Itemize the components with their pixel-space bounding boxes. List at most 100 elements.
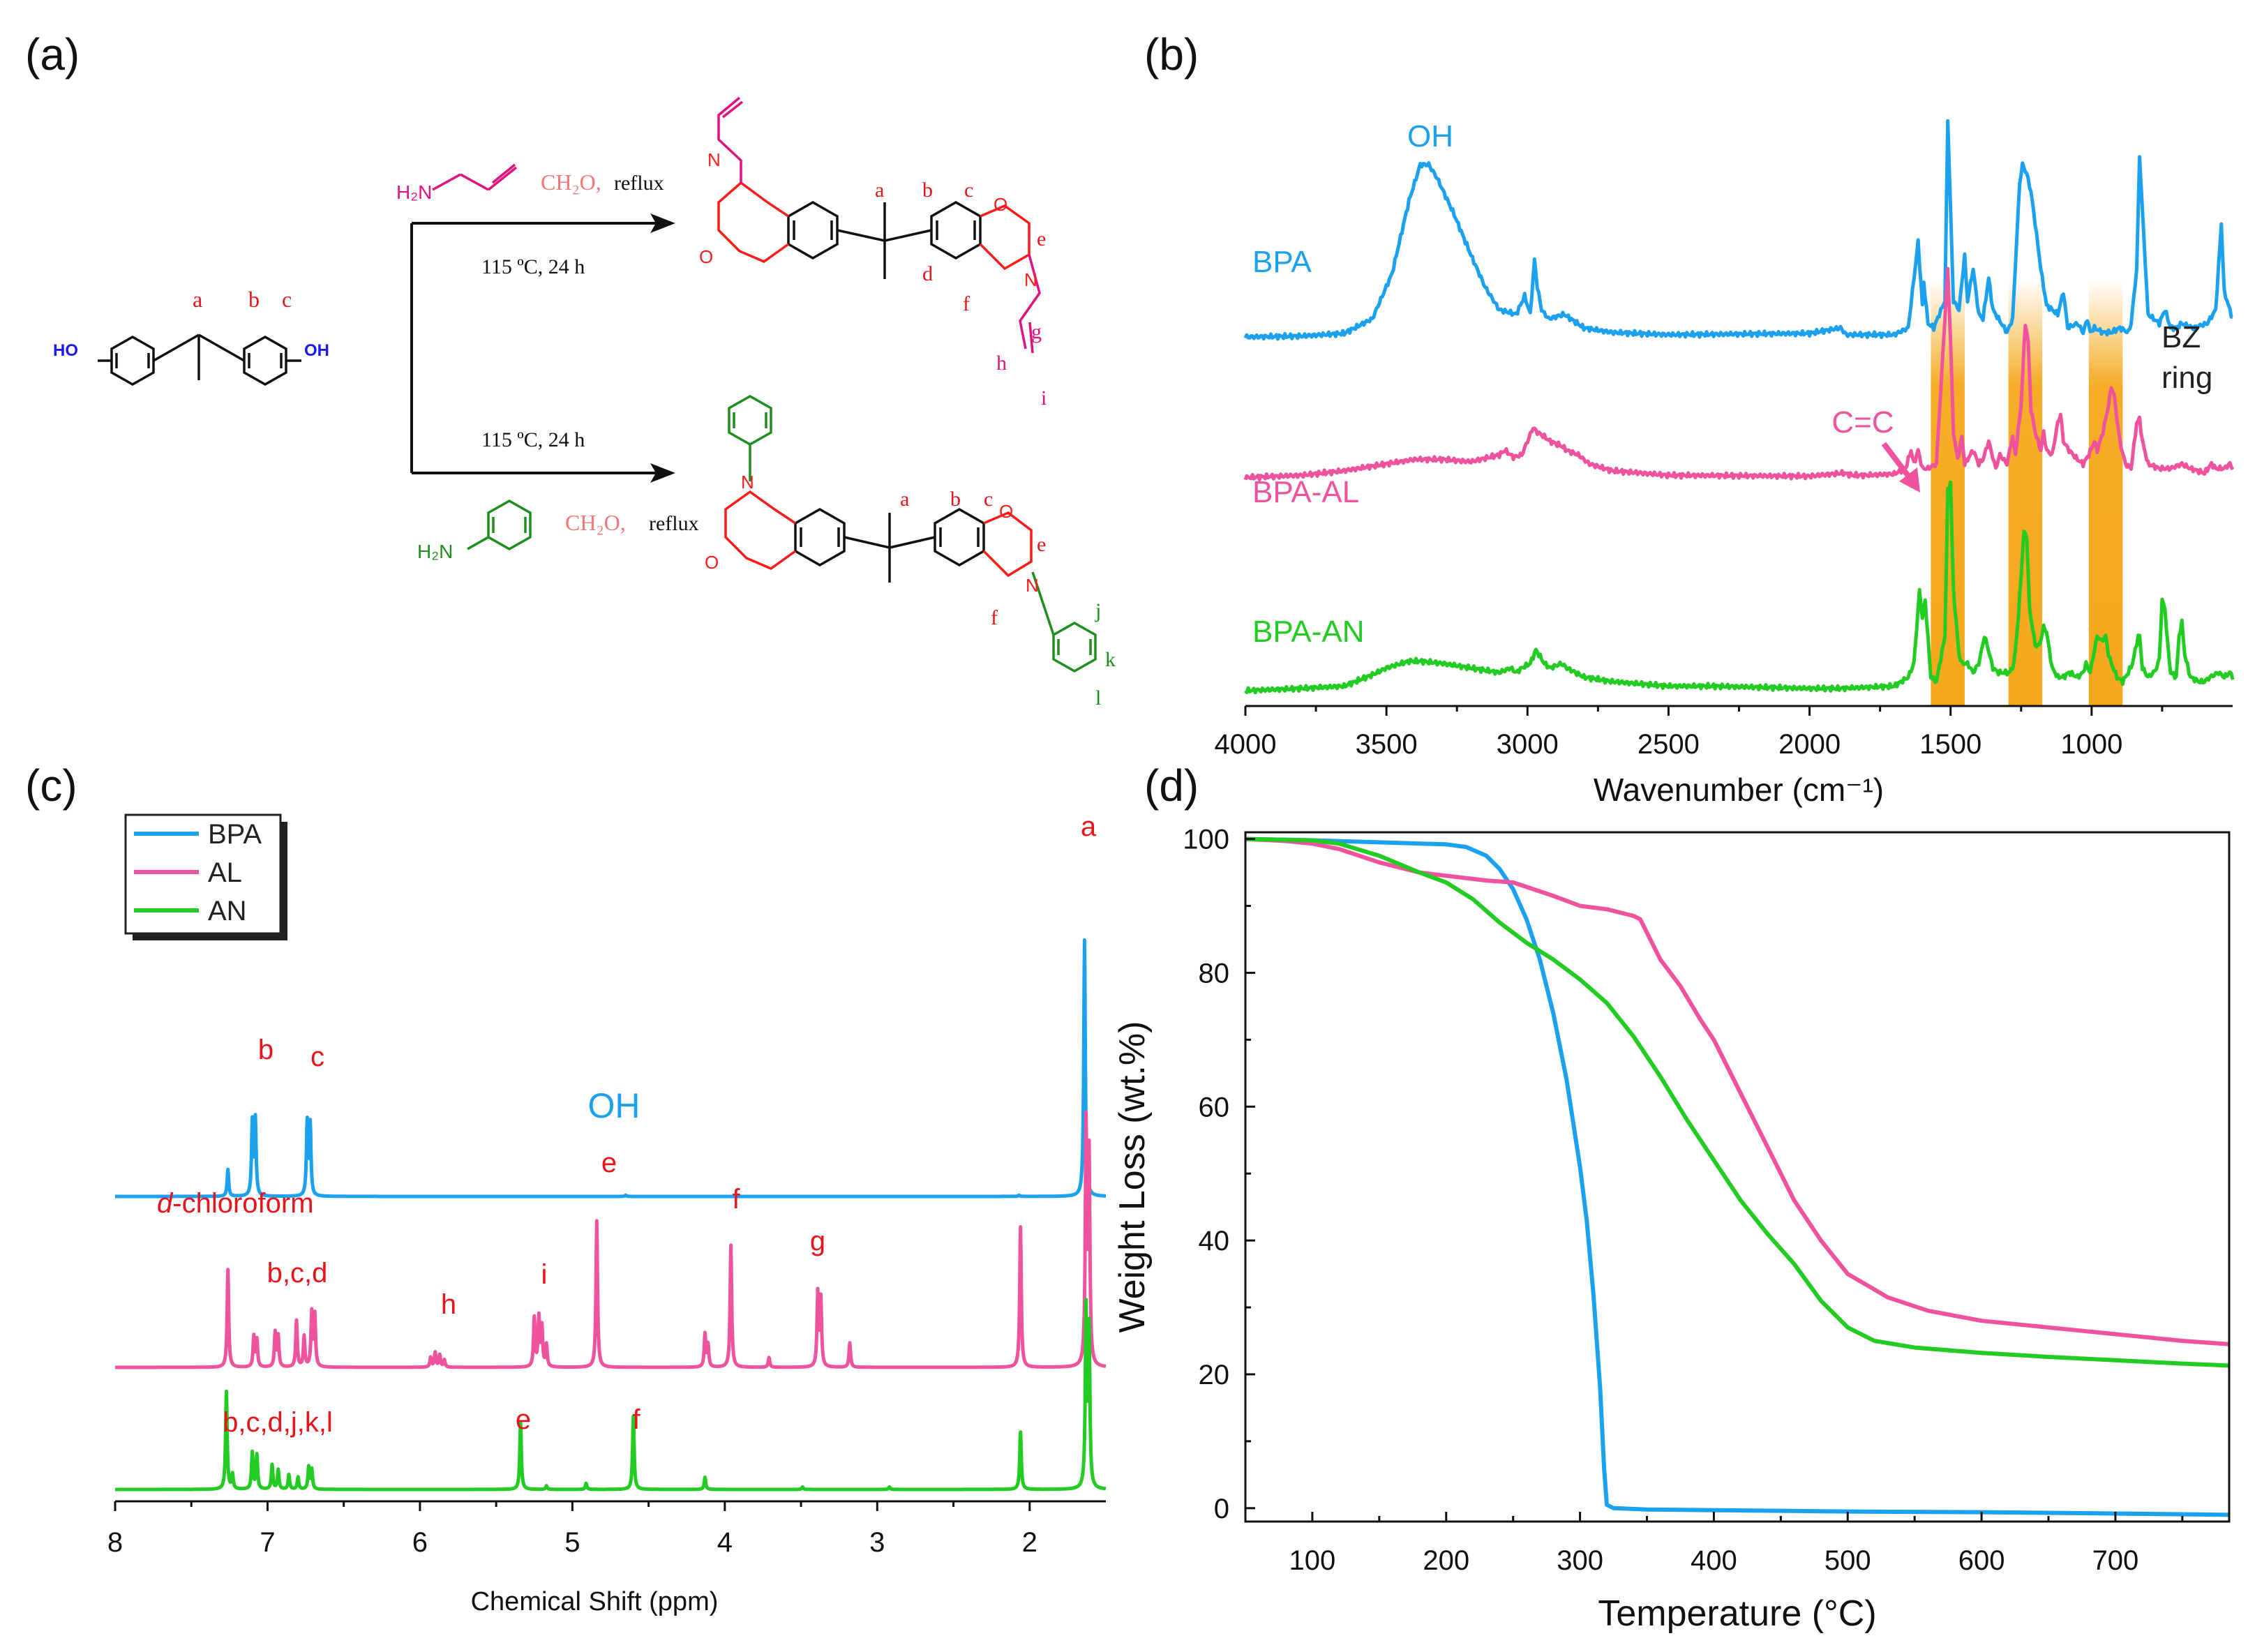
nmr-label-b: b bbox=[258, 1035, 273, 1065]
nmr-x-tick-label: 5 bbox=[564, 1527, 580, 1558]
bpa-an-locant-c: c bbox=[984, 488, 993, 511]
bpa-al-locant-h: h bbox=[996, 352, 1007, 375]
aniline-amine: H₂N bbox=[417, 541, 453, 562]
conditions-top: 115 ºC, 24 h bbox=[481, 255, 585, 278]
bpa-al-locant-g: g bbox=[1031, 320, 1042, 343]
arrow-head-top bbox=[650, 213, 675, 233]
bpa-an-locant-e: e bbox=[1037, 533, 1046, 556]
nmr-x-tick-label: 2 bbox=[1022, 1527, 1037, 1558]
tga-y-tick-label: 80 bbox=[1199, 958, 1230, 989]
nmr-label-f-al: f bbox=[732, 1184, 740, 1215]
ftir-annotation-cc-arrow bbox=[1881, 442, 1913, 481]
ftir-annotation-oh: OH bbox=[1407, 119, 1453, 153]
bpa-an-locant-k: k bbox=[1105, 648, 1116, 671]
nmr-label-i: i bbox=[541, 1259, 548, 1290]
tga-x-tick-label: 500 bbox=[1824, 1545, 1871, 1576]
nmr-label-chloroform-name: -chloroform bbox=[172, 1188, 313, 1219]
nmr-label-bcdjkl: b,c,d,j,k,l bbox=[223, 1407, 333, 1438]
panel-a-reaction-scheme: (a) HO OH a b c bbox=[25, 29, 1116, 709]
nmr-label-a: a bbox=[1081, 811, 1097, 842]
nmr-label-f-an: f bbox=[632, 1404, 640, 1435]
bpa-al-atom-n-left: N bbox=[707, 149, 721, 170]
panel-b-label: (b) bbox=[1144, 29, 1199, 80]
ftir-series-bpa bbox=[1243, 119, 2233, 341]
bpa-an-locant-f: f bbox=[991, 606, 998, 629]
nmr-x-tick-label: 8 bbox=[107, 1527, 123, 1558]
tga-series-bpa-al bbox=[1245, 836, 2230, 1346]
reflux-bottom: reflux bbox=[649, 512, 699, 535]
allylamine-amine: H₂N bbox=[396, 181, 432, 203]
nmr-label-chloroform-d: d bbox=[157, 1188, 174, 1219]
nmr-label-chloroform: d-chloroform bbox=[157, 1188, 314, 1219]
bpa-hydroxyl-left: HO bbox=[53, 341, 78, 360]
nmr-legend: BPA AL AN bbox=[124, 813, 287, 940]
nmr-label-e-an: e bbox=[516, 1404, 531, 1435]
reaction-arrows bbox=[410, 222, 656, 474]
tga-y-tick-label: 20 bbox=[1199, 1360, 1230, 1390]
ftir-annotation-cc-arrowhead bbox=[1899, 467, 1920, 493]
tga-x-tick-label: 700 bbox=[2092, 1545, 2139, 1576]
bpa-locant-c: c bbox=[282, 287, 292, 312]
ftir-series-bpa-al bbox=[1243, 266, 2235, 482]
bpa-an-locant-l: l bbox=[1095, 686, 1101, 709]
bpa-hydroxyl-right: OH bbox=[304, 341, 329, 360]
ftir-x-tick-label: 3000 bbox=[1497, 729, 1559, 760]
ftir-x-tick-label: 2000 bbox=[1778, 729, 1841, 760]
bpa-an-locant-b: b bbox=[950, 488, 961, 511]
bpa-an-locant-j: j bbox=[1095, 599, 1101, 622]
bpa-al-atom-o-left: O bbox=[699, 246, 713, 267]
ftir-x-tick-label: 1000 bbox=[2060, 729, 2122, 760]
tga-x-tick-label: 400 bbox=[1691, 1545, 1737, 1576]
nmr-x-tick-label: 3 bbox=[869, 1527, 885, 1558]
bpa-an-locant-a: a bbox=[900, 488, 909, 511]
ftir-series-label-bpa: BPA bbox=[1252, 245, 1312, 279]
ftir-x-tick-label: 1500 bbox=[1919, 729, 1981, 760]
bpa-al-locant-i: i bbox=[1041, 386, 1047, 410]
tga-plot-frame bbox=[1244, 831, 2231, 1523]
bpa-an-atom-n-left: N bbox=[741, 472, 754, 493]
bpa-al-locant-b: b bbox=[922, 179, 933, 202]
bpa-al-atom-o-right: O bbox=[994, 194, 1007, 215]
conditions-bottom: 115 ºC, 24 h bbox=[481, 428, 585, 451]
reflux-top: reflux bbox=[614, 172, 664, 195]
ftir-x-tick-label: 3500 bbox=[1356, 729, 1418, 760]
panel-d-tga-chart: (d) 100 200 300 400 500 600 700 0 20 40 60 80 100 Te… bbox=[1112, 760, 2231, 1634]
nmr-series-an bbox=[114, 1298, 1107, 1492]
tga-y-axis-title: Weight Loss (wt.%) bbox=[1112, 1021, 1153, 1333]
bpa-an-atom-o-right: O bbox=[999, 501, 1013, 522]
tga-x-tick-label: 600 bbox=[1958, 1545, 2005, 1576]
tga-x-tick-label: 300 bbox=[1557, 1545, 1603, 1576]
bpa-al-locant-c: c bbox=[964, 179, 973, 202]
nmr-legend-label-bpa: BPA bbox=[208, 819, 262, 850]
ftir-x-axis-title: Wavenumber (cm⁻¹) bbox=[1594, 772, 1884, 808]
nmr-x-tick-label: 7 bbox=[260, 1527, 275, 1558]
formaldehyde-top: CH₂O, bbox=[541, 170, 601, 195]
bisphenol-a-structure bbox=[98, 333, 301, 386]
ftir-annotation-ring: ring bbox=[2161, 361, 2212, 395]
panel-c-nmr-chart: (c) BPA AL AN 8 7 6 5 4 3 2 Chemical Shift (pp… bbox=[25, 760, 1107, 1616]
nmr-x-axis-title: Chemical Shift (ppm) bbox=[471, 1587, 719, 1616]
bpa-al-structure bbox=[717, 96, 1041, 354]
bpa-al-locant-f: f bbox=[963, 292, 970, 315]
bpa-al-atom-n-right: N bbox=[1024, 269, 1037, 290]
bpa-al-locant-e: e bbox=[1037, 227, 1046, 250]
bpa-al-locant-a: a bbox=[875, 179, 884, 202]
nmr-series-bpa bbox=[114, 938, 1107, 1199]
panel-c-label: (c) bbox=[25, 760, 77, 811]
tga-y-tick-label: 60 bbox=[1199, 1092, 1230, 1122]
formaldehyde-bottom: CH₂O, bbox=[565, 510, 626, 535]
bpa-al-locant-d: d bbox=[922, 262, 933, 285]
nmr-label-c: c bbox=[310, 1042, 324, 1072]
nmr-label-oh: OH bbox=[588, 1086, 640, 1125]
bpa-locant-b: b bbox=[248, 287, 260, 312]
tga-series-bpa-an bbox=[1245, 836, 2230, 1368]
bpa-an-atom-o-left: O bbox=[705, 552, 719, 573]
nmr-label-bcd: b,c,d bbox=[267, 1258, 328, 1289]
nmr-x-tick-label: 6 bbox=[412, 1527, 428, 1558]
ftir-series-bpa-an bbox=[1244, 480, 2235, 695]
tga-x-tick-label: 200 bbox=[1423, 1545, 1469, 1576]
tga-y-tick-label: 100 bbox=[1183, 825, 1229, 855]
panel-b-ftir-chart: (b) 4000 3500 3000 2500 2000 1500 1000 Wavenum… bbox=[1144, 29, 2235, 808]
nmr-legend-label-al: AL bbox=[208, 857, 242, 888]
